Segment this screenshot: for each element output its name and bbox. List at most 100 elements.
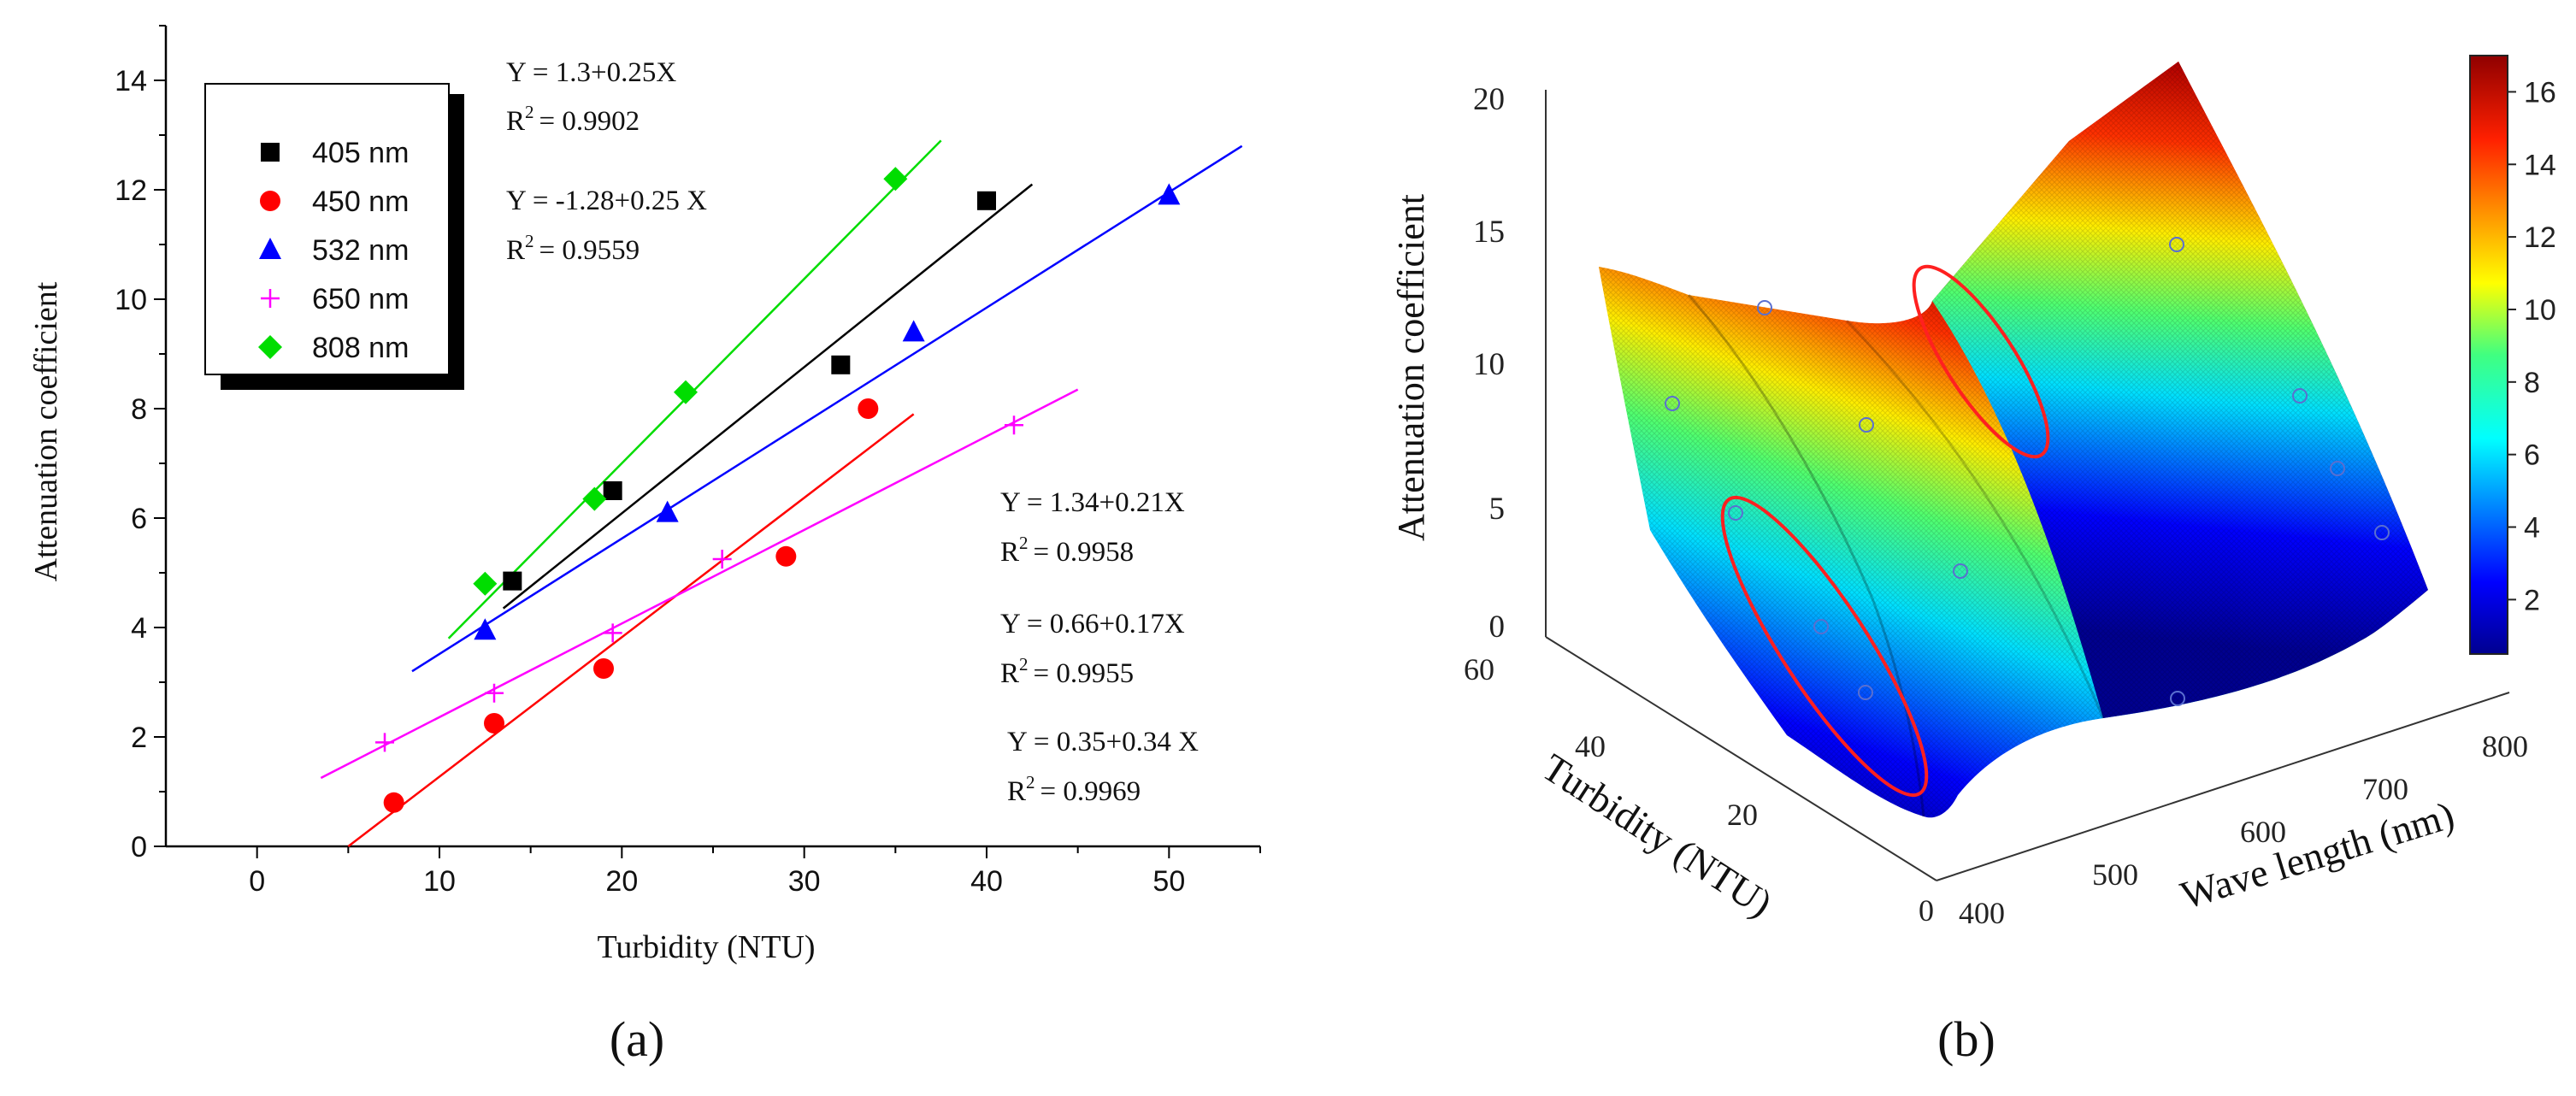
turbidity-axis-label-b: Turbidity (NTU): [1535, 745, 1780, 926]
z-tick-label: 5: [1489, 492, 1506, 527]
panel-b: 0 5 10 15 20 Attenuation coefficient 60 …: [1390, 55, 2556, 1067]
panel-a-fit-lines: [320, 139, 1243, 847]
x-tick-label-a: 20: [605, 865, 638, 898]
y-tick-label-a: 8: [131, 393, 147, 426]
fit-line-532-nm: [411, 144, 1243, 673]
panel-a-axes: 0 10 20 30 40 50 0 2 4 6 8 10 12 14: [115, 25, 1261, 898]
legend-marker: [261, 143, 280, 162]
legend-label: 405 nm: [312, 137, 409, 169]
marker-b: [2170, 691, 2185, 706]
marker-b: [2374, 525, 2390, 540]
y-tick-label-a: 6: [131, 503, 147, 535]
eq-405: Y = 1.3+0.25X: [506, 57, 676, 88]
r2-808: R2 = 0.9955: [1000, 654, 1134, 689]
legend: 405 nm 450 nm 532 nm 650 nm 808 nm: [204, 83, 464, 390]
x-tick-label-a: 30: [788, 865, 821, 898]
panel-label-b: (b): [1937, 1011, 1995, 1067]
z-tick-labels: 0 5 10 15 20: [1473, 82, 1505, 645]
y-axis-label-a: Attenuation coefficient: [28, 281, 64, 581]
surface-plot: [1599, 62, 2428, 818]
turbidity-tick-label: 20: [1727, 798, 1758, 832]
colorbar-tick-label: 14: [2524, 149, 2556, 181]
marker-b: [1757, 300, 1772, 315]
marker-b: [1813, 619, 1829, 634]
point-650-nm: [712, 550, 732, 569]
y-tick-label-a: 4: [131, 612, 147, 645]
marker-b: [2292, 388, 2308, 404]
x-tick-label-a: 50: [1152, 865, 1185, 898]
x-axis-label-a: Turbidity (NTU): [597, 929, 815, 965]
point-808-nm: [582, 486, 607, 511]
colorbar-ticks: 2 4 6 8 10 12 14 16: [2508, 76, 2556, 616]
legend-items: 405 nm 450 nm 532 nm 650 nm 808 nm: [258, 137, 409, 364]
panel-a-points: [375, 167, 1181, 813]
legend-marker: [261, 289, 280, 308]
point-405-nm: [503, 571, 522, 591]
turbidity-tick-label: 40: [1575, 729, 1606, 763]
wavelength-tick-label: 700: [2362, 772, 2408, 806]
wavelength-axis-line: [1936, 692, 2510, 881]
z-tick-label: 15: [1473, 215, 1505, 250]
legend-label: 650 nm: [312, 283, 409, 315]
point-808-nm: [674, 380, 698, 404]
legend-marker: [259, 238, 281, 259]
y-tick-label-a: 0: [131, 831, 147, 863]
colorbar-tick-label: 16: [2524, 76, 2556, 109]
point-650-nm: [603, 623, 622, 643]
point-808-nm: [883, 167, 908, 192]
z-tick-label: 0: [1489, 610, 1506, 645]
marker-b: [1665, 396, 1680, 411]
y-tick-label-a: 12: [115, 174, 147, 207]
turbidity-tick-labels: 60 40 20 0: [1464, 652, 1934, 928]
wavelength-tick-label: 400: [1959, 896, 2005, 930]
y-tick-label-a: 14: [115, 65, 147, 97]
point-450-nm: [858, 398, 879, 419]
turbidity-axis-line: [1545, 636, 1937, 881]
marker-b: [1858, 685, 1873, 700]
turbidity-tick-label: 0: [1919, 893, 1934, 928]
wavelength-tick-label: 600: [2240, 815, 2286, 849]
colorbar-tick-label: 10: [2524, 294, 2556, 327]
colorbar-tick-label: 12: [2524, 221, 2556, 254]
panel-label-a: (a): [610, 1011, 664, 1067]
point-532-nm: [656, 500, 679, 522]
highlight-ellipse-upper: [1912, 264, 2050, 459]
point-450-nm: [775, 545, 797, 567]
x-tick-label-a: 0: [249, 865, 265, 898]
point-532-nm: [474, 618, 497, 640]
z-tick-label: 10: [1473, 347, 1505, 382]
marker-b: [2330, 461, 2345, 476]
fit-line-450-nm: [347, 413, 915, 847]
point-808-nm: [473, 571, 498, 596]
wavelength-axis-label-b: Wave length (nm): [2176, 793, 2459, 917]
marker-b: [1953, 563, 1968, 579]
wavelength-tick-label: 800: [2482, 729, 2528, 763]
surface-mesh: [1599, 62, 2428, 818]
colorbar-tick-label: 6: [2524, 439, 2540, 472]
point-650-nm: [1005, 415, 1023, 435]
eq-650: Y = 1.34+0.21X: [1000, 487, 1185, 518]
point-405-nm: [831, 355, 851, 374]
eq-532: Y = -1.28+0.25 X: [506, 186, 707, 216]
x-tick-label-a: 40: [970, 865, 1003, 898]
eq-450: Y = 0.35+0.34 X: [1007, 727, 1199, 757]
legend-label: 808 nm: [312, 332, 409, 364]
colorbar-bar: [2469, 55, 2508, 655]
point-450-nm: [593, 658, 614, 679]
colorbar: 2 4 6 8 10 12 14 16: [2469, 55, 2556, 655]
point-450-nm: [383, 792, 404, 813]
colorbar-tick-label: 8: [2524, 367, 2540, 399]
fit-line-650-nm: [320, 388, 1079, 780]
point-532-nm: [902, 320, 925, 342]
fit-line-405-nm: [502, 183, 1034, 610]
r2-650: R2 = 0.9958: [1000, 533, 1134, 568]
panel-b-axes: [1545, 90, 2510, 881]
wavelength-tick-labels: 400 500 600 700 800: [1959, 729, 2528, 930]
data-markers-b: [1665, 237, 2390, 706]
point-650-nm: [485, 683, 504, 703]
r2-405: R2 = 0.9902: [506, 102, 640, 137]
point-532-nm: [1158, 183, 1181, 205]
y-tick-label-a: 2: [131, 722, 147, 754]
point-650-nm: [375, 733, 394, 752]
